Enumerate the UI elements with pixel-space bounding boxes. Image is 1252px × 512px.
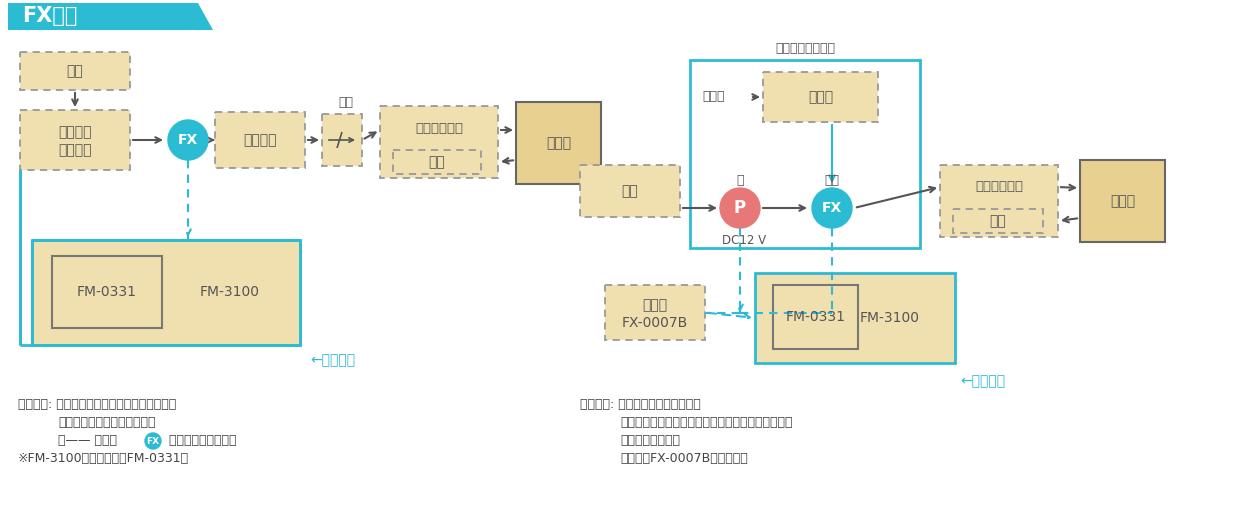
Bar: [605, 285, 705, 340]
Bar: [762, 72, 878, 122]
Polygon shape: [8, 3, 213, 30]
Text: FX: FX: [821, 201, 843, 215]
Text: 空气压: 空气压: [702, 91, 725, 103]
Bar: [953, 209, 1043, 233]
Bar: [393, 150, 481, 174]
Bar: [1080, 160, 1166, 242]
Text: 温度调节设备: 温度调节设备: [414, 121, 463, 135]
Bar: [580, 165, 680, 217]
Text: 可以使用本设备。: 可以使用本设备。: [620, 434, 680, 447]
Bar: [20, 110, 130, 170]
Text: FM-0331: FM-0331: [785, 310, 845, 324]
Bar: [772, 285, 858, 349]
Text: 油箱: 油箱: [622, 184, 639, 198]
Text: ←加压类型: ←加压类型: [960, 374, 1005, 388]
Text: 表示为流量传感器）: 表示为流量传感器）: [165, 434, 237, 447]
Text: 普通类型: 这是使用燃油供应压力的普通类型。: 普通类型: 这是使用燃油供应压力的普通类型。: [18, 398, 177, 411]
Text: 回流: 回流: [428, 155, 446, 169]
Circle shape: [720, 188, 760, 228]
Text: 燃料注入: 燃料注入: [59, 125, 91, 139]
Bar: [53, 256, 162, 328]
Bar: [215, 112, 305, 168]
Bar: [755, 273, 955, 363]
Text: FM-3100: FM-3100: [200, 286, 260, 300]
Text: 系统品（定制品）: 系统品（定制品）: [775, 41, 835, 54]
Text: 温度调节设备: 温度调节设备: [975, 181, 1023, 194]
Bar: [940, 165, 1058, 237]
Circle shape: [145, 433, 162, 449]
Text: FX系列: FX系列: [23, 6, 78, 26]
Text: 传感器无法安装在较高位置，或者无法提供燃料时，: 传感器无法安装在较高位置，或者无法提供燃料时，: [620, 416, 793, 429]
Text: FX: FX: [146, 437, 159, 445]
Text: 蓄能箱: 蓄能箱: [808, 90, 833, 104]
Text: 加压: 加压: [825, 174, 840, 186]
Text: ※FM-3100只能配备一台FM-0331。: ※FM-3100只能配备一台FM-0331。: [18, 452, 189, 465]
Bar: [516, 102, 601, 184]
Bar: [690, 60, 920, 248]
Text: FM-3100: FM-3100: [860, 311, 920, 325]
Text: 加压设备: 加压设备: [59, 143, 91, 157]
Text: 回流: 回流: [989, 214, 1007, 228]
Text: FM-0331: FM-0331: [78, 285, 136, 299]
Circle shape: [168, 120, 208, 160]
Bar: [322, 114, 362, 166]
Text: 油箱: 油箱: [66, 64, 84, 78]
Text: 电源箱: 电源箱: [642, 298, 667, 312]
Text: （使用燃油供应压力的情况）: （使用燃油供应压力的情况）: [58, 416, 155, 429]
Text: P: P: [734, 199, 746, 217]
Bar: [20, 52, 130, 90]
Text: ←普通类型: ←普通类型: [310, 353, 356, 367]
Text: 减压: 减压: [338, 96, 353, 109]
Text: （电源箱FX-0007B为选配件）: （电源箱FX-0007B为选配件）: [620, 452, 747, 465]
Text: 加压设备: 加压设备: [243, 133, 277, 147]
Text: （—— 线内的: （—— 线内的: [58, 434, 121, 447]
Text: FX-0007B: FX-0007B: [622, 316, 689, 330]
Text: 发动机: 发动机: [546, 136, 571, 150]
Text: FX: FX: [178, 133, 198, 147]
Bar: [381, 106, 498, 178]
Text: 发动机: 发动机: [1111, 194, 1136, 208]
Circle shape: [813, 188, 853, 228]
Text: DC12 V: DC12 V: [722, 233, 766, 246]
Bar: [33, 240, 300, 345]
Text: 加压类型: 使用蓄能箱的增压方法。: 加压类型: 使用蓄能箱的增压方法。: [580, 398, 701, 411]
Text: 泵: 泵: [736, 174, 744, 186]
